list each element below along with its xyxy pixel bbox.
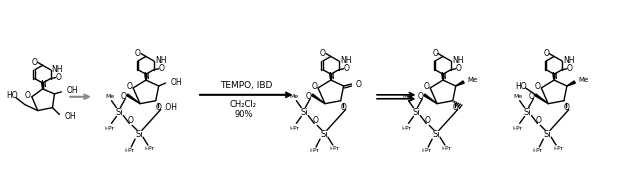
Text: i-Pr: i-Pr — [401, 126, 412, 131]
Text: O: O — [535, 116, 541, 125]
Polygon shape — [330, 74, 332, 80]
Text: Si: Si — [544, 130, 551, 139]
Text: Si: Si — [115, 108, 123, 117]
Text: O: O — [55, 73, 62, 82]
Text: O: O — [344, 64, 349, 73]
Text: O: O — [417, 92, 423, 101]
Text: O: O — [456, 64, 462, 73]
Text: i-Pr: i-Pr — [329, 146, 340, 151]
Text: Me: Me — [467, 77, 478, 83]
Text: O: O — [156, 103, 162, 112]
Text: Si: Si — [301, 108, 308, 117]
Text: O: O — [564, 103, 570, 112]
Text: i-Pr: i-Pr — [104, 126, 115, 131]
Text: O: O — [159, 64, 165, 73]
Text: O: O — [432, 49, 438, 58]
Text: NH: NH — [563, 56, 574, 65]
Text: O: O — [32, 58, 38, 67]
Polygon shape — [42, 83, 44, 89]
Polygon shape — [442, 74, 444, 80]
Text: i-Pr: i-Pr — [513, 126, 523, 131]
Polygon shape — [535, 94, 548, 104]
Text: O: O — [355, 79, 362, 89]
Text: .OH: .OH — [163, 103, 177, 112]
Text: O: O — [544, 49, 549, 58]
Text: 90%: 90% — [234, 110, 253, 119]
Text: HO: HO — [6, 91, 18, 100]
Polygon shape — [145, 74, 147, 80]
Text: Me: Me — [513, 94, 522, 99]
Text: N: N — [328, 72, 334, 81]
Text: O: O — [529, 92, 535, 101]
Polygon shape — [567, 81, 576, 86]
Text: O: O — [121, 92, 126, 101]
Text: N: N — [143, 72, 149, 81]
Text: O: O — [311, 82, 317, 91]
Polygon shape — [456, 81, 464, 86]
Text: i-Pr: i-Pr — [442, 146, 452, 151]
Text: O: O — [312, 116, 318, 125]
Polygon shape — [424, 94, 437, 104]
Text: i-Pr: i-Pr — [309, 148, 319, 153]
Polygon shape — [553, 74, 555, 80]
Text: i-Pr: i-Pr — [532, 148, 542, 153]
Text: OH: OH — [64, 112, 76, 121]
Text: HO: HO — [515, 82, 526, 91]
Text: NH: NH — [52, 65, 63, 74]
Text: N: N — [440, 72, 446, 81]
Text: N: N — [551, 72, 557, 81]
Text: Me: Me — [579, 77, 589, 83]
Text: i-Pr: i-Pr — [145, 146, 155, 151]
Text: i-Pr: i-Pr — [553, 146, 563, 151]
Text: O: O — [567, 64, 573, 73]
Text: O: O — [424, 116, 430, 125]
Text: O: O — [25, 91, 31, 100]
Text: OH: OH — [171, 78, 182, 87]
Text: Si: Si — [413, 108, 420, 117]
Text: NH: NH — [340, 56, 351, 65]
Text: Si: Si — [432, 130, 440, 139]
Text: O: O — [320, 49, 326, 58]
Text: Me: Me — [402, 94, 411, 99]
Text: i-Pr: i-Pr — [124, 148, 134, 153]
Text: OH: OH — [66, 86, 78, 95]
Polygon shape — [312, 94, 325, 104]
Text: NH: NH — [155, 56, 167, 65]
Text: TEMPO, IBD: TEMPO, IBD — [220, 81, 272, 90]
Text: Si: Si — [135, 130, 143, 139]
Text: O: O — [128, 116, 133, 125]
Text: Me: Me — [105, 94, 114, 99]
Text: N: N — [40, 80, 46, 90]
Text: i-Pr: i-Pr — [289, 126, 299, 131]
Text: Si: Si — [320, 130, 328, 139]
Polygon shape — [127, 94, 140, 104]
Text: O: O — [453, 103, 459, 112]
Text: O: O — [126, 82, 132, 91]
Text: O: O — [423, 82, 429, 91]
Text: O: O — [340, 103, 347, 112]
Text: NH: NH — [452, 56, 463, 65]
Text: O: O — [535, 82, 540, 91]
Text: Me: Me — [290, 94, 299, 99]
Text: CH₂Cl₂: CH₂Cl₂ — [229, 100, 257, 109]
Text: O: O — [135, 49, 141, 58]
Text: Si: Si — [524, 108, 531, 117]
Text: i-Pr: i-Pr — [421, 148, 431, 153]
Text: O: O — [305, 92, 311, 101]
